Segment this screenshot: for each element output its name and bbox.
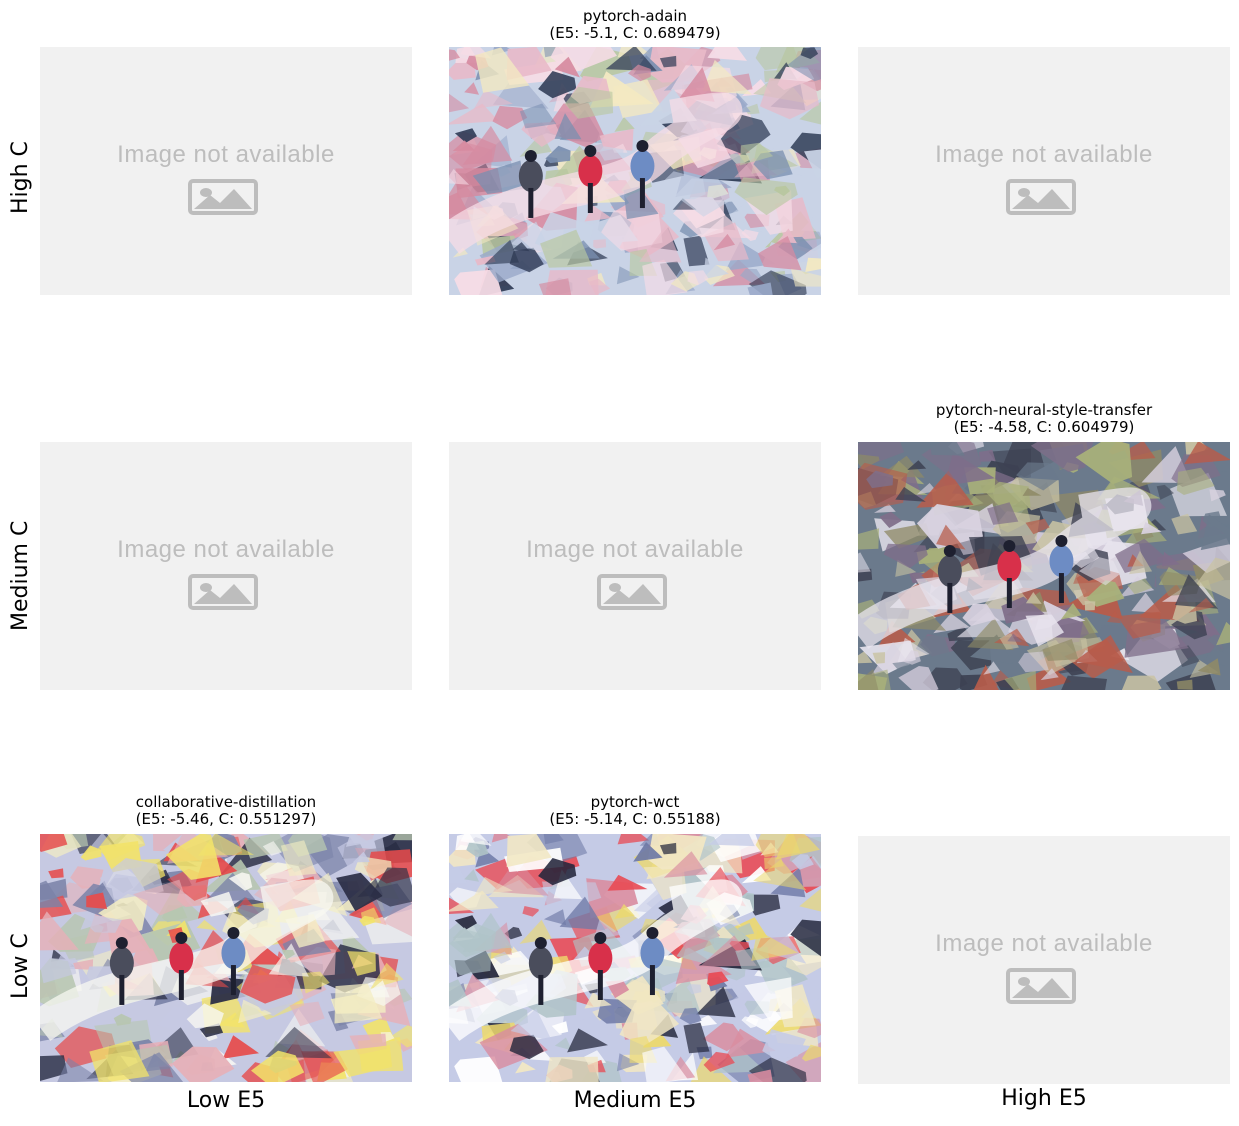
col-label-high-e5: High E5 <box>1001 1086 1087 1111</box>
title-pytorch-neural-style-transfer: pytorch-neural-style-transfer (E5: -4.58… <box>834 402 1239 436</box>
placeholder-text: Image not available <box>117 141 335 168</box>
placeholder-text: Image not available <box>117 536 335 563</box>
method-scores: (E5: -4.58, C: 0.604979) <box>953 418 1135 436</box>
placeholder-image: Image not available <box>40 47 412 295</box>
image-placeholder-icon <box>1006 179 1076 215</box>
placeholder-image: Image not available <box>449 442 821 690</box>
row-label-high-c: High C <box>8 141 33 214</box>
image-placeholder-icon <box>188 179 258 215</box>
col-label-low-e5: Low E5 <box>186 1088 266 1113</box>
placeholder-text: Image not available <box>526 536 744 563</box>
stylized-image-pytorch-wct <box>449 834 821 1082</box>
col-label-medium-e5: Medium E5 <box>573 1088 697 1113</box>
method-name: pytorch-adain <box>582 7 688 25</box>
placeholder-image: Image not available <box>858 836 1230 1084</box>
method-scores: (E5: -5.1, C: 0.689479) <box>549 24 721 42</box>
row-label-low-c: Low C <box>8 933 33 999</box>
title-pytorch-wct: pytorch-wct (E5: -5.14, C: 0.55188) <box>425 794 845 828</box>
stylized-image-pytorch-adain <box>449 47 821 295</box>
method-scores: (E5: -5.14, C: 0.55188) <box>549 810 721 828</box>
stylized-image-pytorch-neural-style-transfer <box>858 442 1230 690</box>
placeholder-text: Image not available <box>935 930 1153 957</box>
placeholder-image: Image not available <box>40 442 412 690</box>
placeholder-image: Image not available <box>858 47 1230 295</box>
row-label-medium-c: Medium C <box>8 520 33 631</box>
placeholder-text: Image not available <box>935 141 1153 168</box>
method-scores: (E5: -5.46, C: 0.551297) <box>135 810 317 828</box>
stylized-image-collaborative-distillation <box>40 834 412 1082</box>
image-placeholder-icon <box>1006 968 1076 1004</box>
image-placeholder-icon <box>188 574 258 610</box>
method-name: collaborative-distillation <box>135 793 317 811</box>
image-placeholder-icon <box>597 574 667 610</box>
title-collaborative-distillation: collaborative-distillation (E5: -5.46, C… <box>16 794 436 828</box>
method-name: pytorch-neural-style-transfer <box>935 401 1153 419</box>
title-pytorch-adain: pytorch-adain (E5: -5.1, C: 0.689479) <box>425 8 845 42</box>
method-name: pytorch-wct <box>590 793 680 811</box>
